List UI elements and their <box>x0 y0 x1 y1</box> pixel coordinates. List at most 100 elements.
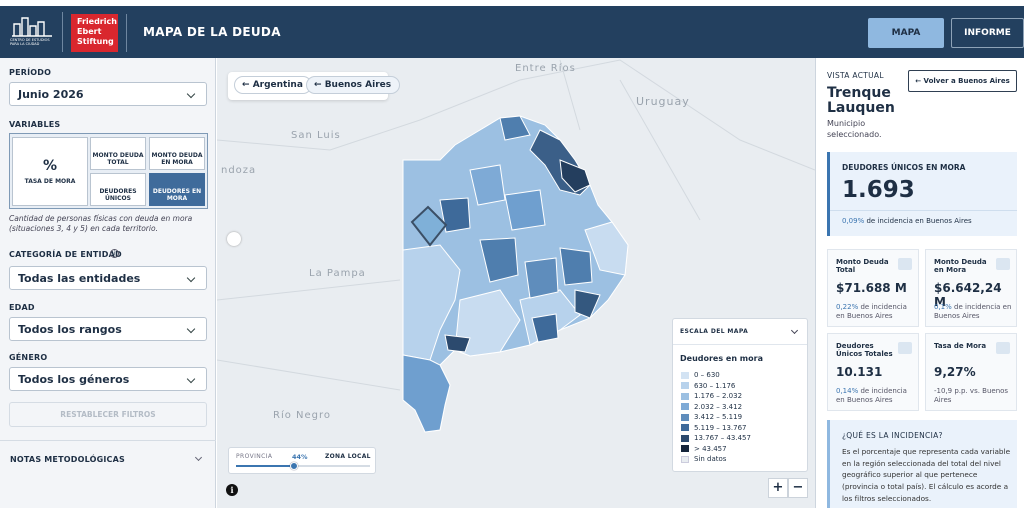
swatch <box>681 455 689 463</box>
district <box>559 159 591 193</box>
variables-label: VARIABLES <box>9 120 61 129</box>
incidence-value: 0,14% <box>836 387 859 395</box>
info-title: ¿QUÉ ES LA INCIDENCIA? <box>842 431 943 440</box>
stat-value: 10.131 <box>836 365 883 379</box>
swatch <box>681 445 689 452</box>
info-text: Es el porcentaje que representa cada var… <box>842 447 1011 503</box>
stat-icon <box>996 342 1010 354</box>
incidence-text: de incidencia en Buenos Aires <box>836 303 907 321</box>
slider-left-label: PROVINCIA <box>236 453 273 460</box>
stat-card: Deudores Únicos Totales 10.131 0,14% de … <box>827 333 919 411</box>
district <box>504 189 546 231</box>
legend-title: Deudores en mora <box>680 354 763 363</box>
selected-district[interactable] <box>410 205 448 247</box>
legend-header: ESCALA DEL MAPA <box>680 328 749 335</box>
district <box>574 289 601 319</box>
district <box>584 221 629 276</box>
stat-label: Deudores Únicos Totales <box>836 342 893 359</box>
stat-icon <box>898 258 912 270</box>
legend-text: 0 – 630 <box>694 371 720 379</box>
legend: ESCALA DEL MAPA Deudores en mora 0 – 630… <box>672 318 808 472</box>
info-icon[interactable]: i <box>110 249 119 258</box>
legend-item: 630 – 1.176 <box>681 382 751 393</box>
swatch <box>681 424 689 431</box>
swatch <box>681 413 689 421</box>
stat-icon <box>996 258 1010 270</box>
incidence-text: de incidencia en Buenos Aires <box>934 303 1012 321</box>
notes-toggle[interactable]: NOTAS METODOLÓGICAS <box>10 455 125 464</box>
variable-option[interactable]: MONTO DEUDA TOTAL <box>90 137 146 170</box>
main-stat-value: 1.693 <box>842 177 915 203</box>
zoom-in[interactable]: + <box>768 478 788 498</box>
slider-right-label: ZONA LOCAL <box>325 453 371 460</box>
variable-label: MONTO DEUDA TOTAL <box>92 151 144 166</box>
tab-informe[interactable]: INFORME <box>951 18 1024 48</box>
stat-incidence: 0,22% de incidencia en Buenos Aires <box>836 303 916 322</box>
breadcrumb-text: Argentina <box>252 80 303 90</box>
main-stat-label: DEUDORES ÚNICOS EN MORA <box>842 163 966 172</box>
variable-option-selected[interactable]: DEUDORES EN MORA <box>149 173 205 206</box>
gender-select[interactable]: Todos los géneros <box>9 367 207 391</box>
back-text: Volver a Buenos Aires <box>923 77 1010 85</box>
period-label: PERÍODO <box>9 68 52 77</box>
district <box>531 313 559 343</box>
legend-text: 1.176 – 2.032 <box>694 392 743 400</box>
legend-item: 0 – 630 <box>681 371 751 382</box>
entity-select[interactable]: Todas las entidades <box>9 266 207 290</box>
place-label: San Luis <box>291 130 341 141</box>
info-button[interactable]: i <box>226 484 238 496</box>
chevron[interactable] <box>790 326 799 335</box>
logo-icon <box>12 17 52 37</box>
back-button[interactable]: ← Volver a Buenos Aires <box>908 70 1017 92</box>
legend-text: 630 – 1.176 <box>694 381 736 390</box>
variable-label: MONTO DEUDA EN MORA <box>151 151 203 166</box>
variable-label: DEUDORES EN MORA <box>152 187 202 202</box>
variable-option[interactable]: % TASA DE MORA <box>12 137 88 206</box>
incidence-text: de incidencia en Buenos Aires <box>836 387 907 405</box>
divider <box>0 440 216 441</box>
legend-text: 2.032 – 3.412 <box>694 402 743 411</box>
district <box>524 257 559 299</box>
region-subtitle: Municipio seleccionado. <box>827 119 882 140</box>
age-select[interactable]: Todos los rangos <box>9 317 207 341</box>
stat-value: 9,27% <box>934 365 976 379</box>
border-line <box>217 59 815 171</box>
legend-item: 5.119 – 13.767 <box>681 424 751 435</box>
period-select[interactable]: Junio 2026 <box>9 82 207 106</box>
breadcrumb[interactable]: ← Buenos Aires <box>306 76 401 94</box>
header: CENTRO DE ESTUDIOS PARA LA CIUDAD Friedr… <box>0 6 1024 58</box>
incidence-text: vs. Buenos Aires <box>934 387 1009 405</box>
district <box>444 334 471 353</box>
place-label: Río Negro <box>273 410 332 421</box>
logo-caption: CENTRO DE ESTUDIOS PARA LA CIUDAD <box>10 38 50 47</box>
variable-option[interactable]: DEUDORES ÚNICOS <box>90 173 146 206</box>
variable-option[interactable]: MONTO DEUDA EN MORA <box>149 137 205 170</box>
district <box>469 164 506 206</box>
zoom-out[interactable]: − <box>788 478 808 498</box>
slider-thumb[interactable] <box>290 462 298 470</box>
variable-label: DEUDORES ÚNICOS <box>99 187 137 202</box>
zoom-slider: PROVINCIA 44% ZONA LOCAL <box>228 447 376 474</box>
divider <box>62 12 63 52</box>
legend-text: Sin datos <box>694 455 727 463</box>
place-label: ndoza <box>221 165 257 176</box>
tab-mapa[interactable]: MAPA <box>868 18 944 48</box>
border-line <box>217 59 701 391</box>
slider-fill <box>236 465 294 467</box>
slider-value: 44% <box>292 453 308 461</box>
region-name: Trenque Lauquen <box>827 85 895 116</box>
age-label: EDAD <box>9 303 35 312</box>
legend-item: Sin datos <box>681 455 751 466</box>
legend-item: 3.412 – 5.119 <box>681 413 751 424</box>
breadcrumb[interactable]: ← Argentina <box>234 76 312 94</box>
swatch <box>681 392 689 400</box>
main-stat-card: DEUDORES ÚNICOS EN MORA 1.693 0,09% de i… <box>827 152 1017 236</box>
gender-label: GÉNERO <box>9 353 48 362</box>
slider-track <box>236 465 370 467</box>
swatch <box>681 403 689 410</box>
divider <box>126 14 127 52</box>
stat-icon <box>898 342 912 354</box>
reset-button[interactable]: RESTABLECER FILTROS <box>9 402 207 427</box>
stat-card: Monto Deuda en Mora $6.642,24 M 0,1% de … <box>925 249 1017 327</box>
stat-label: Monto Deuda en Mora <box>934 258 987 275</box>
